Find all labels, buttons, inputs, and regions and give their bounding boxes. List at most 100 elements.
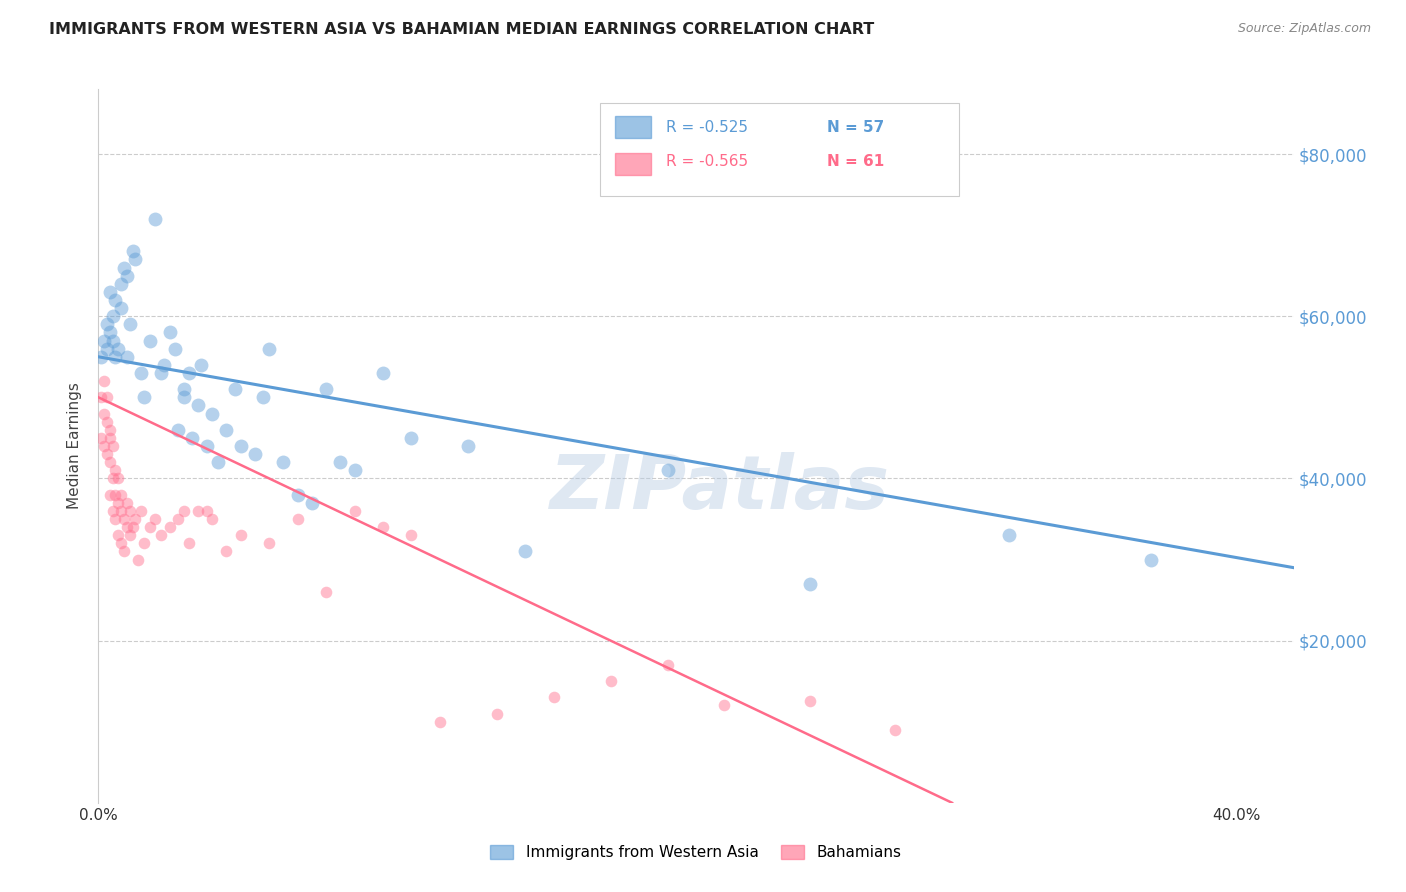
Point — [181, 431, 204, 445]
Text: R = -0.525: R = -0.525 — [666, 120, 748, 135]
Point — [167, 512, 190, 526]
Point — [143, 211, 166, 226]
Point — [104, 293, 127, 307]
Point — [98, 285, 121, 299]
Point — [93, 334, 115, 348]
Point — [273, 455, 295, 469]
Text: N = 61: N = 61 — [827, 154, 884, 169]
Point — [543, 690, 565, 705]
Point — [90, 431, 112, 445]
Point — [124, 512, 146, 526]
Point — [138, 520, 160, 534]
Point — [110, 504, 132, 518]
Point — [201, 407, 224, 421]
Point — [207, 455, 229, 469]
Point — [229, 439, 252, 453]
Point — [257, 536, 280, 550]
Legend: Immigrants from Western Asia, Bahamians: Immigrants from Western Asia, Bahamians — [484, 839, 908, 866]
Point — [104, 488, 127, 502]
Point — [98, 455, 121, 469]
Point — [98, 423, 121, 437]
Point — [713, 698, 735, 713]
Point — [118, 528, 141, 542]
Point — [101, 504, 124, 518]
Point — [104, 350, 127, 364]
Point — [799, 694, 821, 708]
Point — [243, 447, 266, 461]
Point — [315, 585, 337, 599]
Point — [343, 463, 366, 477]
Point — [93, 407, 115, 421]
Point — [107, 528, 129, 542]
Point — [657, 657, 679, 672]
Point — [110, 277, 132, 291]
Point — [657, 463, 679, 477]
Point — [93, 439, 115, 453]
Point — [159, 326, 181, 340]
Point — [107, 496, 129, 510]
Point — [118, 504, 141, 518]
Point — [799, 577, 821, 591]
Point — [104, 512, 127, 526]
Point — [121, 244, 143, 259]
Point — [90, 350, 112, 364]
Point — [998, 528, 1021, 542]
Point — [129, 504, 152, 518]
Point — [165, 342, 187, 356]
Point — [1140, 552, 1163, 566]
Point — [96, 318, 118, 332]
Text: Source: ZipAtlas.com: Source: ZipAtlas.com — [1237, 22, 1371, 36]
Point — [179, 366, 201, 380]
Point — [101, 471, 124, 485]
Point — [190, 358, 212, 372]
Point — [371, 366, 394, 380]
Point — [90, 390, 112, 404]
Point — [287, 512, 309, 526]
Point — [173, 382, 195, 396]
Point — [173, 504, 195, 518]
Point — [257, 342, 280, 356]
Point — [110, 301, 132, 315]
Point — [315, 382, 337, 396]
Point — [599, 674, 621, 689]
Point — [129, 366, 152, 380]
Point — [187, 399, 209, 413]
Point — [401, 431, 423, 445]
Point — [150, 366, 173, 380]
Point — [224, 382, 246, 396]
Point — [107, 342, 129, 356]
Text: N = 57: N = 57 — [827, 120, 884, 135]
Point — [132, 390, 155, 404]
Point — [98, 488, 121, 502]
Point — [96, 390, 118, 404]
Point — [127, 552, 149, 566]
Point — [115, 268, 138, 283]
Point — [215, 423, 238, 437]
Point — [110, 536, 132, 550]
Point — [98, 431, 121, 445]
Point — [110, 488, 132, 502]
Point — [115, 496, 138, 510]
Point — [115, 520, 138, 534]
Point — [485, 706, 508, 721]
Point — [121, 520, 143, 534]
Point — [96, 415, 118, 429]
Text: IMMIGRANTS FROM WESTERN ASIA VS BAHAMIAN MEDIAN EARNINGS CORRELATION CHART: IMMIGRANTS FROM WESTERN ASIA VS BAHAMIAN… — [49, 22, 875, 37]
Point — [187, 504, 209, 518]
Point — [112, 544, 135, 558]
Point — [101, 334, 124, 348]
Point — [329, 455, 352, 469]
Point — [287, 488, 309, 502]
Point — [252, 390, 274, 404]
Point — [301, 496, 323, 510]
FancyBboxPatch shape — [614, 116, 651, 137]
Point — [96, 447, 118, 461]
Point — [201, 512, 224, 526]
Point — [153, 358, 176, 372]
Point — [138, 334, 160, 348]
Point — [112, 512, 135, 526]
Point — [93, 374, 115, 388]
Point — [401, 528, 423, 542]
Point — [98, 326, 121, 340]
Point — [112, 260, 135, 275]
